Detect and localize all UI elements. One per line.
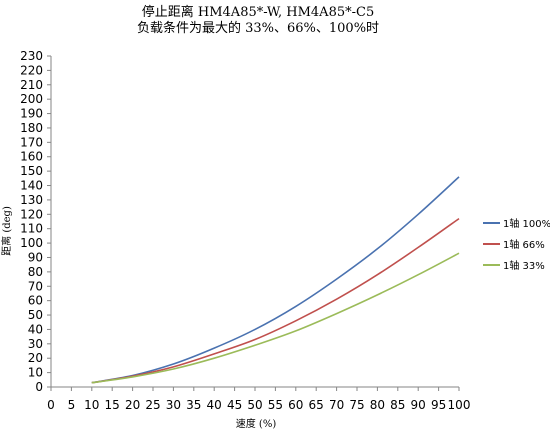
chart-title-line2: 负载条件为最大的 33%、66%、100%时 (137, 20, 379, 36)
y-tick-label: 50 (28, 308, 43, 322)
y-tick-label: 60 (28, 294, 43, 308)
y-tick-label: 40 (28, 322, 43, 336)
y-tick-label: 0 (35, 380, 43, 394)
y-tick-label: 10 (28, 366, 43, 380)
x-tick-label: 35 (186, 398, 201, 412)
y-tick-label: 100 (20, 236, 43, 250)
x-tick-label: 95 (431, 398, 446, 412)
x-axis-ticks: 0 5 10 15 20 25 30 35 40 45 50 55 60 65 70 75 80 85 90 95 10… (47, 387, 470, 412)
y-tick-label: 150 (20, 164, 43, 178)
legend-label: 1轴 66% (503, 238, 545, 251)
y-tick-label: 210 (20, 78, 43, 92)
y-tick-label: 140 (20, 179, 43, 193)
y-tick-label: 170 (20, 135, 43, 149)
series-line-2 (91, 217, 460, 384)
x-tick-label: 20 (125, 398, 140, 412)
x-tick-label: 75 (349, 398, 364, 412)
y-tick-label: 130 (20, 193, 43, 207)
x-tick-label: 45 (227, 398, 242, 412)
x-tick-label: 25 (145, 398, 160, 412)
y-tick-label: 30 (28, 337, 43, 351)
y-tick-label: 120 (20, 207, 43, 221)
legend-label: 1轴 33% (503, 259, 545, 272)
y-tick-label: 80 (28, 265, 43, 279)
series-lines (91, 176, 460, 384)
y-axis-title: 距离 (deg) (0, 206, 13, 256)
x-tick-label: 50 (247, 398, 262, 412)
x-tick-label: 70 (329, 398, 344, 412)
y-tick-label: 70 (28, 279, 43, 293)
x-tick-label: 15 (105, 398, 120, 412)
y-tick-label: 220 (20, 63, 43, 77)
y-tick-label: 110 (20, 222, 43, 236)
x-tick-label: 60 (288, 398, 303, 412)
series-line-3 (91, 252, 460, 384)
x-tick-label: 80 (370, 398, 385, 412)
legend-label: 1轴 100% (503, 217, 550, 230)
x-tick-label: 85 (390, 398, 405, 412)
x-tick-label: 10 (84, 398, 99, 412)
y-tick-label: 90 (28, 250, 43, 264)
x-tick-label: 100 (448, 398, 471, 412)
x-tick-label: 65 (309, 398, 324, 412)
y-tick-label: 200 (20, 92, 43, 106)
legend: 1轴 100% 1轴 66% 1轴 33% (483, 217, 550, 272)
y-tick-label: 180 (20, 121, 43, 135)
x-tick-label: 90 (411, 398, 426, 412)
y-tick-label: 160 (20, 150, 43, 164)
x-tick-label: 55 (268, 398, 283, 412)
y-tick-label: 230 (20, 49, 43, 63)
x-axis-title: 速度 (%) (236, 417, 277, 430)
series-line-1 (91, 176, 460, 384)
x-tick-label: 40 (207, 398, 222, 412)
y-axis-ticks: 0102030405060708090100110120130140150160… (20, 49, 51, 394)
x-tick-label: 30 (166, 398, 181, 412)
y-tick-label: 20 (28, 351, 43, 365)
chart-title-line1: 停止距离 HM4A85*-W, HM4A85*-C5 (142, 4, 374, 20)
x-tick-label: 0 (47, 398, 55, 412)
y-tick-label: 190 (20, 107, 43, 121)
x-tick-label: 5 (68, 398, 76, 412)
